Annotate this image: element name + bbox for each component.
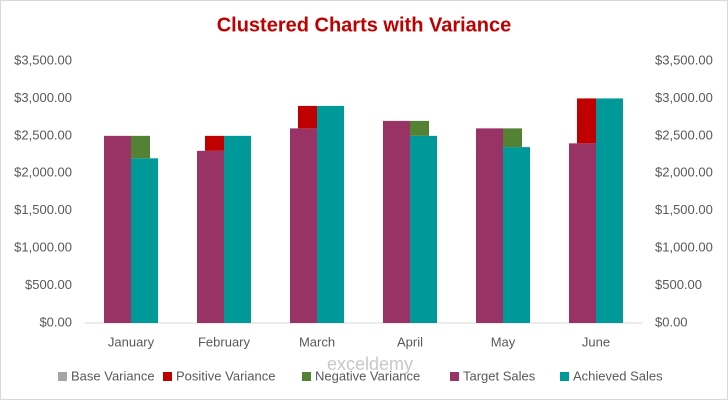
variance-bar [205, 135, 224, 151]
bar [317, 105, 344, 324]
x-tick-label: January [108, 334, 155, 349]
x-tick-label: March [299, 334, 335, 349]
y2-tick-label: $2,000.00 [655, 165, 713, 180]
bar [224, 135, 251, 323]
y-tick-label: $2,000.00 [14, 165, 72, 180]
legend-swatch [560, 372, 569, 381]
y-tick-label: $2,500.00 [14, 127, 72, 142]
bar [476, 128, 503, 323]
x-tick-label: May [491, 334, 516, 349]
y-tick-label: $3,000.00 [14, 90, 72, 105]
y2-tick-label: $3,500.00 [655, 52, 713, 67]
y-tick-label: $1,500.00 [14, 202, 72, 217]
y2-tick-label: $1,500.00 [655, 202, 713, 217]
x-tick-label: April [397, 334, 423, 349]
y2-tick-label: $500.00 [655, 277, 702, 292]
variance-bar [205, 151, 224, 323]
variance-bar [131, 158, 150, 323]
watermark: exceldemy [327, 354, 413, 374]
bar [503, 147, 530, 323]
x-tick-label: February [198, 334, 251, 349]
legend-swatch [450, 372, 459, 381]
variance-bar [298, 128, 317, 323]
legend-swatch [58, 372, 67, 381]
variance-bar [503, 128, 522, 148]
variance-bar [131, 135, 150, 159]
bar [596, 98, 623, 323]
bar [383, 120, 410, 323]
y2-tick-label: $3,000.00 [655, 90, 713, 105]
variance-bar [298, 105, 317, 129]
variance-bar [410, 136, 429, 323]
y-tick-label: $0.00 [39, 314, 72, 329]
variance-bar [410, 120, 429, 136]
legend-label: Target Sales [463, 368, 536, 383]
legend-label: Achieved Sales [573, 368, 663, 383]
variance-bar [503, 147, 522, 323]
y-tick-label: $500.00 [25, 277, 72, 292]
legend-label: Base Variance [71, 368, 155, 383]
legend-label: Negative Variance [315, 368, 420, 383]
y2-tick-label: $2,500.00 [655, 127, 713, 142]
bar [290, 128, 317, 323]
bar [410, 135, 437, 323]
bar [569, 143, 596, 323]
legend-swatch [302, 372, 311, 381]
bar [197, 150, 224, 323]
legend-label: Positive Variance [176, 368, 275, 383]
chart-title: Clustered Charts with Variance [217, 14, 512, 36]
y-tick-label: $1,000.00 [14, 240, 72, 255]
y-tick-label: $3,500.00 [14, 52, 72, 67]
bar [104, 135, 131, 323]
variance-bar [577, 143, 596, 323]
bar [131, 158, 158, 323]
variance-bar [577, 98, 596, 144]
legend-swatch [163, 372, 172, 381]
y2-tick-label: $1,000.00 [655, 240, 713, 255]
y2-tick-label: $0.00 [655, 314, 688, 329]
x-tick-label: June [582, 334, 610, 349]
